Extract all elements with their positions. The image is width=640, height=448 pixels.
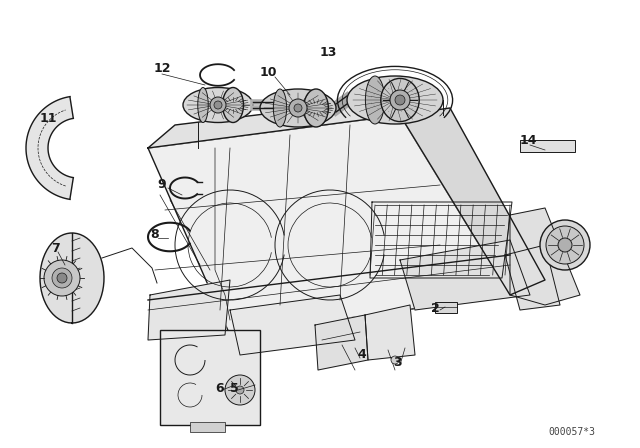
Text: 11: 11 [39,112,57,125]
Text: 2: 2 [431,302,440,314]
Text: 3: 3 [394,356,403,369]
Text: 000057*3: 000057*3 [548,427,595,437]
Circle shape [214,101,222,109]
Ellipse shape [183,87,253,122]
Polygon shape [505,245,560,310]
Circle shape [558,238,572,252]
Text: 7: 7 [51,241,60,254]
Circle shape [236,386,244,394]
Text: 14: 14 [519,134,537,146]
Polygon shape [365,305,415,360]
Ellipse shape [546,226,584,264]
Circle shape [210,97,226,113]
Circle shape [52,268,72,288]
Polygon shape [400,240,530,310]
Circle shape [289,99,307,117]
Bar [190,422,225,432]
Ellipse shape [303,89,328,127]
Text: 8: 8 [150,228,159,241]
Text: 4: 4 [358,349,366,362]
Polygon shape [510,208,580,305]
Ellipse shape [273,89,287,127]
Circle shape [391,356,399,364]
Polygon shape [26,97,74,199]
Text: 6: 6 [216,382,224,395]
Text: 10: 10 [259,65,276,78]
Text: 12: 12 [153,61,171,74]
Polygon shape [148,280,230,340]
Circle shape [57,273,67,283]
Ellipse shape [365,76,385,124]
Polygon shape [230,295,355,355]
Polygon shape [315,315,368,370]
Ellipse shape [223,87,243,122]
Bar [435,302,457,313]
Ellipse shape [198,87,208,122]
Polygon shape [148,115,510,335]
Circle shape [294,104,302,112]
Ellipse shape [381,78,419,121]
Circle shape [395,95,405,105]
Circle shape [44,260,80,296]
Ellipse shape [347,76,443,124]
Text: 5: 5 [230,382,238,395]
Bar [160,330,260,425]
Bar [520,140,575,152]
Polygon shape [148,95,420,148]
Text: 13: 13 [319,46,337,59]
Polygon shape [40,233,104,323]
Circle shape [390,90,410,110]
Ellipse shape [260,89,336,127]
Ellipse shape [225,375,255,405]
Text: 9: 9 [157,178,166,191]
Ellipse shape [540,220,590,270]
Polygon shape [400,108,545,295]
